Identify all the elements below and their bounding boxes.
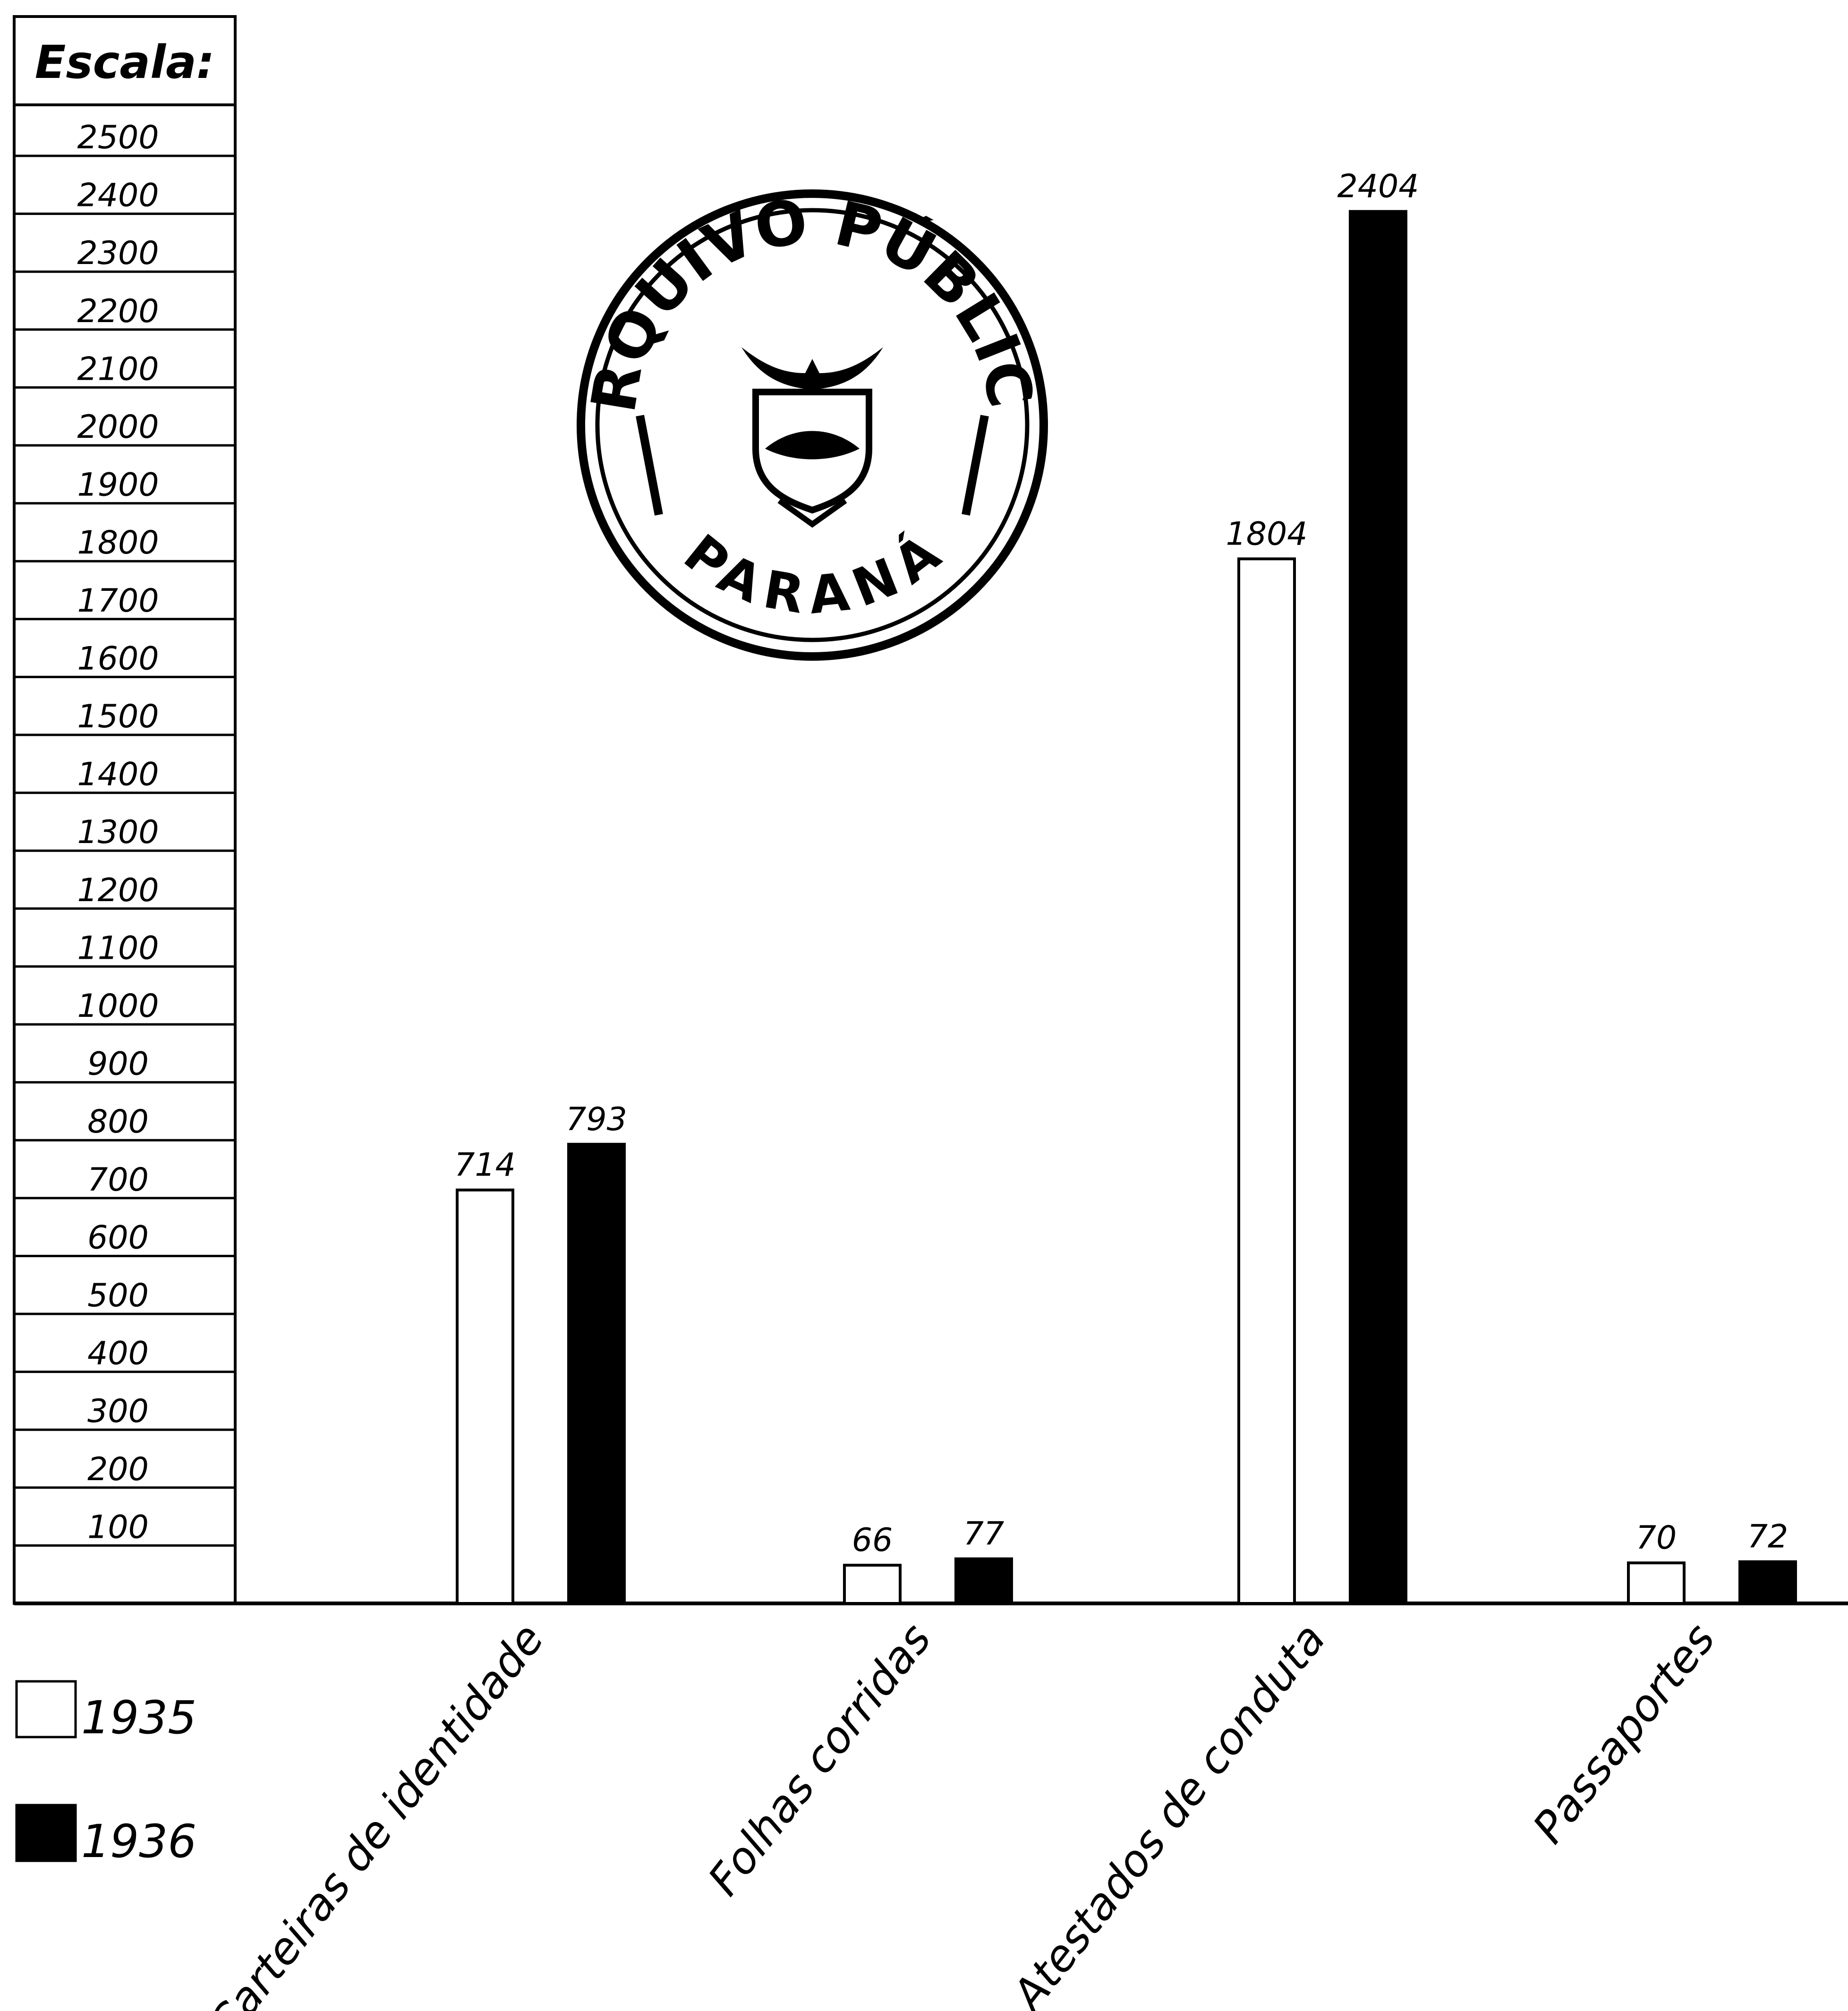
data-label-1935: 714 xyxy=(454,1147,516,1184)
y-tick-label: 1100 xyxy=(77,929,159,967)
bar-1936 xyxy=(954,1557,1013,1605)
bar-1936 xyxy=(1349,210,1407,1605)
y-tick-label: 1000 xyxy=(77,988,159,1025)
category-label: Passaportes xyxy=(1523,1614,1725,1853)
data-label-1936: 2404 xyxy=(1337,168,1419,205)
y-tick-label: 1500 xyxy=(77,698,159,735)
y-tick-label: 300 xyxy=(87,1393,149,1430)
y-tick-label: 1300 xyxy=(77,814,159,851)
bar-1936 xyxy=(567,1142,626,1605)
bar-1935 xyxy=(1627,1561,1686,1605)
y-tick-label: 600 xyxy=(87,1219,149,1256)
category-label: Carteiras de identidade xyxy=(199,1614,554,2011)
legend-label-1936: 1936 xyxy=(81,1815,196,1868)
y-axis: 100 200 300 400 500 600 700 800 900 1000 1100 1200 1… xyxy=(14,119,235,1547)
data-label-1935: 70 xyxy=(1636,1519,1677,1557)
y-tick-label: 2200 xyxy=(77,293,159,330)
bar-1935 xyxy=(456,1188,514,1605)
y-tick-label: 900 xyxy=(87,1046,149,1083)
category-label-text: Folhas corridas xyxy=(698,1614,941,1905)
y-tick-label: 800 xyxy=(87,1103,149,1141)
y-tick-label: 100 xyxy=(87,1508,149,1546)
y-tick-label: 1800 xyxy=(77,524,159,562)
data-labels: 714 793 66 77 1804 2404 70 72 xyxy=(454,168,1788,1559)
y-tick-label: 2000 xyxy=(77,409,159,446)
y-tick-label: 1200 xyxy=(77,872,159,909)
legend-swatch-1936 xyxy=(15,1804,77,1862)
y-tick-label: 200 xyxy=(87,1451,149,1488)
legend-label-1935: 1935 xyxy=(81,1691,196,1744)
bar-1936 xyxy=(1738,1560,1797,1605)
category-label: Folhas corridas xyxy=(698,1614,941,1905)
legend-swatch-1935 xyxy=(15,1680,77,1738)
y-tick-label: 2500 xyxy=(77,119,159,156)
y-tick-label: 500 xyxy=(87,1277,149,1314)
category-label-text: Passaportes xyxy=(1523,1614,1725,1853)
bar-1935 xyxy=(1237,557,1296,1605)
category-label-text: Carteiras de identidade xyxy=(199,1614,554,2011)
data-label-1936: 793 xyxy=(566,1101,627,1138)
category-labels: Carteiras de identidade Folhas corridas At… xyxy=(199,1614,1725,2011)
scale-title: Escala: xyxy=(35,36,214,89)
y-tick-label: 1600 xyxy=(77,640,159,677)
y-tick-label: 1400 xyxy=(77,756,159,793)
data-label-1936: 77 xyxy=(963,1516,1005,1553)
coat-of-arms xyxy=(741,347,883,528)
y-tick-label: 2100 xyxy=(77,350,159,388)
stamp-bottom-text: PARANÁ xyxy=(673,522,951,625)
bar-1935 xyxy=(843,1564,902,1605)
y-tick-label: 2400 xyxy=(77,177,159,214)
category-label-text: Atestados de conduta xyxy=(1001,1614,1335,2011)
legend: 1935 1936 xyxy=(15,1680,196,1868)
y-tick-label: 1700 xyxy=(77,582,159,620)
category-label: Atestados de conduta xyxy=(1001,1614,1335,2011)
data-label-1935: 1804 xyxy=(1226,515,1307,553)
y-tick-label: 2300 xyxy=(77,235,159,272)
data-label-1936: 72 xyxy=(1747,1518,1788,1556)
y-tick-label: 700 xyxy=(87,1161,149,1199)
data-label-1935: 66 xyxy=(852,1522,893,1559)
y-tick-label: 400 xyxy=(87,1335,149,1372)
y-tick-label: 1900 xyxy=(77,467,159,504)
bars xyxy=(456,210,1797,1605)
